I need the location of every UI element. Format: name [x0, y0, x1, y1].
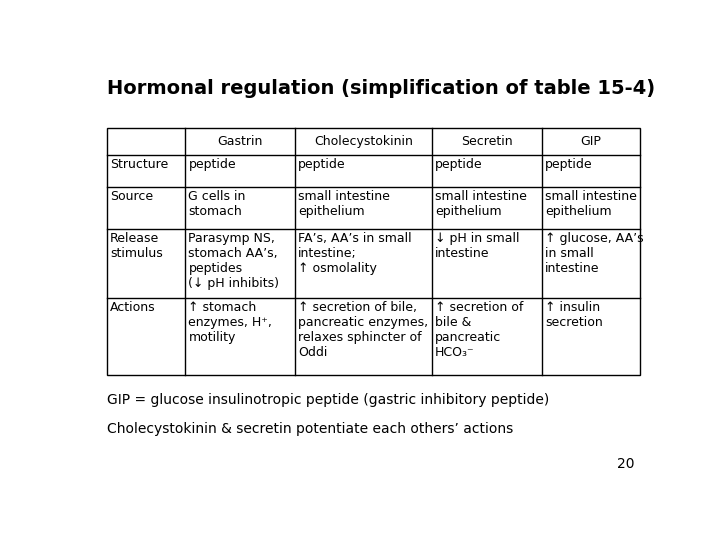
Text: Gastrin: Gastrin [217, 135, 263, 148]
Text: Source: Source [110, 191, 153, 204]
Text: Cholecystokinin & secretin potentiate each others’ actions: Cholecystokinin & secretin potentiate ea… [107, 422, 513, 436]
Text: Actions: Actions [110, 301, 156, 314]
Text: FA’s, AA’s in small
intestine;
↑ osmolality: FA’s, AA’s in small intestine; ↑ osmolal… [298, 232, 412, 275]
Text: peptide: peptide [189, 158, 236, 171]
Text: ↑ secretion of bile,
pancreatic enzymes,
relaxes sphincter of
Oddi: ↑ secretion of bile, pancreatic enzymes,… [298, 301, 428, 359]
Text: Secretin: Secretin [461, 135, 513, 148]
Text: Cholecystokinin: Cholecystokinin [314, 135, 413, 148]
Text: Structure: Structure [110, 158, 168, 171]
Text: Parasymp NS,
stomach AA’s,
peptides
(↓ pH inhibits): Parasymp NS, stomach AA’s, peptides (↓ p… [189, 232, 279, 290]
Text: Hormonal regulation (simplification of table 15-4): Hormonal regulation (simplification of t… [107, 79, 655, 98]
Text: GIP = glucose insulinotropic peptide (gastric inhibitory peptide): GIP = glucose insulinotropic peptide (ga… [107, 393, 549, 407]
Text: GIP: GIP [580, 135, 601, 148]
Text: small intestine
epithelium: small intestine epithelium [298, 191, 390, 218]
Text: small intestine
epithelium: small intestine epithelium [435, 191, 527, 218]
Text: small intestine
epithelium: small intestine epithelium [545, 191, 636, 218]
Text: ↑ insulin
secretion: ↑ insulin secretion [545, 301, 603, 329]
Text: peptide: peptide [545, 158, 593, 171]
Text: peptide: peptide [298, 158, 346, 171]
Text: G cells in
stomach: G cells in stomach [189, 191, 246, 218]
Text: Release
stimulus: Release stimulus [110, 232, 163, 260]
Text: ↑ stomach
enzymes, H⁺,
motility: ↑ stomach enzymes, H⁺, motility [189, 301, 272, 344]
Text: ↓ pH in small
intestine: ↓ pH in small intestine [435, 232, 520, 260]
Text: ↑ secretion of
bile &
pancreatic
HCO₃⁻: ↑ secretion of bile & pancreatic HCO₃⁻ [435, 301, 523, 359]
Text: ↑ glucose, AA’s
in small
intestine: ↑ glucose, AA’s in small intestine [545, 232, 644, 275]
Text: 20: 20 [616, 457, 634, 471]
Text: peptide: peptide [435, 158, 483, 171]
